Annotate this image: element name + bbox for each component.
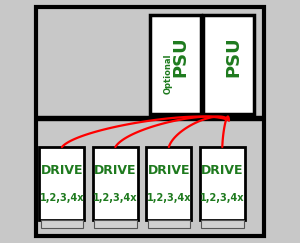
Text: DRIVE: DRIVE <box>41 164 83 177</box>
Text: PSU: PSU <box>171 37 189 78</box>
Text: 1,2,3,4x: 1,2,3,4x <box>200 193 244 203</box>
Bar <box>200 147 245 220</box>
Bar <box>201 220 244 228</box>
Text: DRIVE: DRIVE <box>94 164 136 177</box>
Text: DRIVE: DRIVE <box>201 164 244 177</box>
Text: PSU: PSU <box>225 37 243 78</box>
Bar <box>94 220 136 228</box>
Text: DRIVE: DRIVE <box>148 164 190 177</box>
Bar <box>93 147 138 220</box>
Text: 1,2,3,4x: 1,2,3,4x <box>147 193 191 203</box>
Bar <box>203 15 254 114</box>
Text: Optional: Optional <box>164 54 173 94</box>
Text: 1,2,3,4x: 1,2,3,4x <box>40 193 84 203</box>
Bar <box>150 15 201 114</box>
Bar <box>40 220 83 228</box>
Bar <box>146 147 191 220</box>
Bar <box>36 116 264 120</box>
Bar <box>39 147 84 220</box>
Text: 1,2,3,4x: 1,2,3,4x <box>93 193 138 203</box>
Bar <box>148 220 190 228</box>
